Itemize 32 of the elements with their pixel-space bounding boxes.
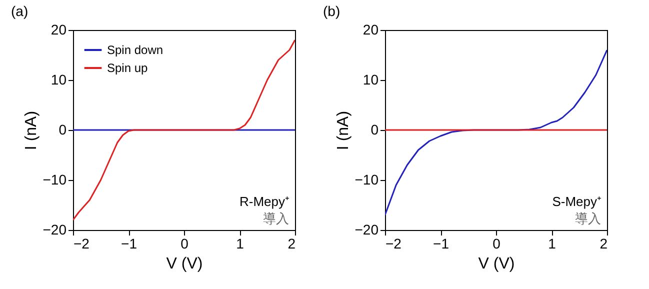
y-tick-label: −20 (42, 222, 67, 238)
x-tick-label: −1 (121, 236, 138, 252)
x-tick-label: −2 (74, 236, 90, 252)
annotation: R-Mepy⁺ (239, 194, 289, 209)
x-tick-label: −1 (433, 236, 450, 252)
y-tick-label: 20 (362, 22, 379, 38)
x-tick-label: 1 (548, 236, 556, 252)
y-tick-label: −10 (42, 172, 67, 188)
x-tick-label: 1 (236, 236, 244, 252)
y-tick-label: 0 (58, 122, 67, 138)
legend-label: Spin down (107, 43, 164, 57)
y-tick-label: −10 (354, 172, 379, 188)
x-axis-title: V (V) (166, 256, 203, 272)
y-tick-label: 0 (370, 122, 379, 138)
legend-label: Spin up (107, 61, 148, 75)
annotation: S-Mepy⁺ (552, 194, 601, 209)
y-tick-label: −20 (354, 222, 379, 238)
x-tick-label: 0 (492, 236, 501, 252)
x-axis-title: V (V) (478, 256, 515, 272)
y-tick-label: 20 (50, 22, 67, 38)
annotation: 導入 (575, 211, 601, 226)
chart-title: (a) (11, 3, 28, 19)
y-tick-label: 10 (362, 72, 379, 88)
y-axis-title: I (nA) (22, 110, 40, 150)
x-tick-label: 0 (180, 236, 189, 252)
x-tick-label: 2 (600, 236, 608, 252)
annotation: 導入 (263, 211, 289, 226)
y-axis-title: I (nA) (334, 110, 352, 150)
y-tick-label: 10 (50, 72, 67, 88)
chart-title: (b) (323, 3, 340, 19)
x-tick-label: 2 (288, 236, 296, 252)
x-tick-label: −2 (386, 236, 402, 252)
